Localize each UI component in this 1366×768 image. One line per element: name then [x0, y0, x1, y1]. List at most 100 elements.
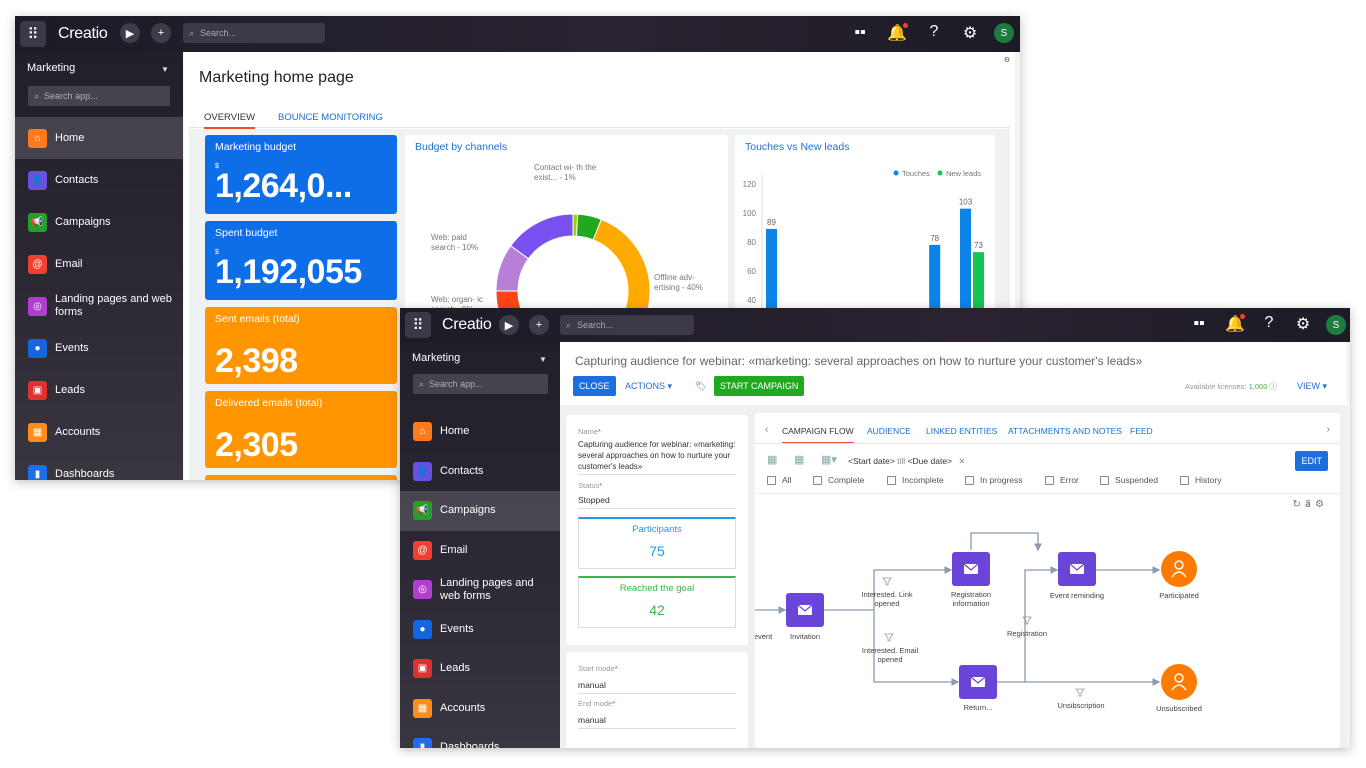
settings-icon[interactable]: ⚙ — [1003, 57, 1010, 64]
avatar[interactable]: S — [1326, 315, 1346, 335]
filter-incomplete[interactable]: Incomplete — [887, 475, 944, 485]
checkbox[interactable] — [965, 475, 974, 485]
app-grid-icon[interactable]: ⠿ — [20, 21, 46, 47]
sidebar-item-landing[interactable]: ◎ Landing pages and web forms — [400, 570, 560, 610]
sidebar-item-events[interactable]: ● Events — [400, 610, 560, 650]
plus-icon[interactable]: + — [151, 23, 171, 43]
checkbox[interactable] — [767, 475, 776, 485]
sidebar-item-home[interactable]: ⌂ Home — [15, 117, 183, 159]
refresh-icon[interactable]: ↻ — [1292, 499, 1305, 510]
app-selector[interactable]: Marketing — [27, 62, 76, 74]
name-field[interactable]: Capturing audience for webinar: «marketi… — [578, 439, 736, 475]
sidebar-item-dashboards[interactable]: ▮ Dashboards — [400, 728, 560, 748]
sidebar-item-email[interactable]: @ Email — [15, 243, 183, 285]
reached-goal-metric[interactable]: Reached the goal 42 — [578, 576, 736, 628]
start-campaign-button[interactable]: START CAMPAIGN — [714, 376, 805, 396]
apps-icon[interactable]: ▪▪ — [1193, 315, 1205, 332]
tile-sent-emails[interactable]: Sent emails (total) 2,398 — [205, 307, 397, 384]
contact-icon: 👤 — [413, 461, 432, 481]
settings-icon[interactable]: ⚙ — [1315, 499, 1328, 510]
sidebar-item-campaigns[interactable]: 📢 Campaigns — [400, 491, 560, 531]
checkbox[interactable] — [813, 475, 822, 485]
filter-complete[interactable]: Complete — [813, 475, 864, 485]
date-range-filter[interactable]: <Start date> till <Due date> ✕ — [848, 456, 966, 467]
info-icon[interactable]: ⓘ — [1269, 382, 1278, 391]
sidebar-item-dashboards[interactable]: ▮ Dashboards — [15, 453, 183, 480]
search-input[interactable]: ⌕ Search... — [183, 23, 325, 43]
tab-linked-entities[interactable]: LINKED ENTITIES — [926, 426, 998, 436]
avatar[interactable]: S — [994, 23, 1014, 43]
status-field[interactable]: Stopped — [578, 495, 736, 509]
filter-history[interactable]: History — [1180, 475, 1221, 485]
chevron-down-icon[interactable]: ▼ — [161, 65, 169, 74]
app-grid-icon[interactable]: ⠿ — [405, 312, 431, 338]
gear-icon[interactable]: ⚙ — [962, 25, 978, 42]
gear-icon[interactable]: ⚙ — [1295, 316, 1311, 333]
tile-spent-budget[interactable]: Spent budget $ 1,192,055 — [205, 221, 397, 300]
sidebar-item-label: Home — [440, 425, 470, 438]
search-app-input[interactable]: ⌕ Search app... — [413, 374, 548, 394]
sidebar-item-contacts[interactable]: 👤 Contacts — [15, 159, 183, 201]
calendar-week-icon[interactable]: ▦ — [794, 454, 805, 466]
tab-campaign-flow[interactable]: CAMPAIGN FLOW — [782, 426, 854, 444]
sidebar-item-landing[interactable]: ◎ Landing pages and web forms — [15, 285, 183, 327]
sidebar-item-label: Leads — [440, 662, 470, 675]
home-icon: ⌂ — [28, 128, 47, 148]
checkbox[interactable] — [1100, 475, 1109, 485]
tab-overview[interactable]: OVERVIEW — [204, 112, 256, 129]
app-selector[interactable]: Marketing — [412, 352, 461, 364]
close-button[interactable]: CLOSE — [573, 376, 616, 396]
bell-icon[interactable]: 🔔 — [887, 25, 907, 42]
tab-bounce-monitoring[interactable]: BOUNCE MONITORING — [278, 112, 383, 123]
edit-button[interactable]: EDIT — [1295, 451, 1328, 471]
search-app-input[interactable]: ⌕ Search app... — [28, 86, 170, 106]
tabs-next-icon[interactable]: › — [1326, 424, 1330, 435]
actions-button[interactable]: ACTIONS ▾ — [625, 380, 673, 392]
text-arrow-icon[interactable]: a⃗ — [1304, 499, 1316, 510]
tab-audience[interactable]: AUDIENCE — [867, 426, 911, 436]
leads-icon: ▣ — [413, 659, 432, 679]
chevron-down-icon[interactable]: ▼ — [539, 355, 547, 364]
help-icon[interactable]: ? — [1264, 314, 1274, 331]
sidebar-item-leads[interactable]: ▣ Leads — [15, 369, 183, 411]
sidebar-item-contacts[interactable]: 👤 Contacts — [400, 452, 560, 492]
play-icon[interactable]: ▶ — [499, 315, 519, 335]
calendar-period-icon[interactable]: ▦▾ — [821, 454, 837, 466]
calendar-day-icon[interactable]: ▦ — [767, 454, 778, 466]
checkbox[interactable] — [1045, 475, 1054, 485]
sidebar-item-accounts[interactable]: ▦ Accounts — [400, 689, 560, 729]
campaign-flow-panel: ‹ CAMPAIGN FLOW AUDIENCE LINKED ENTITIES… — [755, 413, 1340, 748]
play-icon[interactable]: ▶ — [120, 23, 140, 43]
start-mode-field[interactable]: manual — [578, 680, 736, 694]
clear-icon[interactable]: ✕ — [958, 456, 966, 466]
participants-metric[interactable]: Participants 75 — [578, 517, 736, 569]
tag-icon[interactable]: 🏷 — [695, 380, 707, 391]
tab-attachments-notes[interactable]: ATTACHMENTS AND NOTES — [1008, 426, 1122, 436]
sidebar-item-email[interactable]: @ Email — [400, 531, 560, 571]
search-app-placeholder: Search app... — [44, 91, 98, 101]
tab-feed[interactable]: FEED — [1130, 426, 1153, 436]
view-button[interactable]: VIEW ▾ — [1296, 380, 1327, 392]
plus-icon[interactable]: + — [529, 315, 549, 335]
filter-all[interactable]: All — [767, 475, 791, 485]
filter-suspended[interactable]: Suspended — [1100, 475, 1158, 485]
record-title: Capturing audience for webinar: «marketi… — [575, 354, 1143, 368]
apps-icon[interactable]: ▪▪ — [854, 24, 866, 41]
sidebar-item-leads[interactable]: ▣ Leads — [400, 649, 560, 689]
sidebar-item-campaigns[interactable]: 📢 Campaigns — [15, 201, 183, 243]
checkbox[interactable] — [1180, 475, 1189, 485]
tile-more[interactable] — [205, 475, 397, 480]
tile-marketing-budget[interactable]: Marketing budget $ 1,264,0... — [205, 135, 397, 214]
help-icon[interactable]: ? — [929, 23, 939, 40]
sidebar-item-home[interactable]: ⌂ Home — [400, 412, 560, 452]
tile-delivered-emails[interactable]: Delivered emails (total) 2,305 — [205, 391, 397, 468]
sidebar-item-accounts[interactable]: ▦ Accounts — [15, 411, 183, 453]
sidebar-item-events[interactable]: ● Events — [15, 327, 183, 369]
search-input[interactable]: ⌕ Search... — [560, 315, 694, 335]
tabs-prev-icon[interactable]: ‹ — [765, 424, 769, 435]
filter-in-progress[interactable]: In progress — [965, 475, 1023, 485]
checkbox[interactable] — [887, 475, 896, 485]
filter-error[interactable]: Error — [1045, 475, 1079, 485]
bell-icon[interactable]: 🔔 — [1225, 316, 1245, 333]
end-mode-field[interactable]: manual — [578, 715, 736, 729]
